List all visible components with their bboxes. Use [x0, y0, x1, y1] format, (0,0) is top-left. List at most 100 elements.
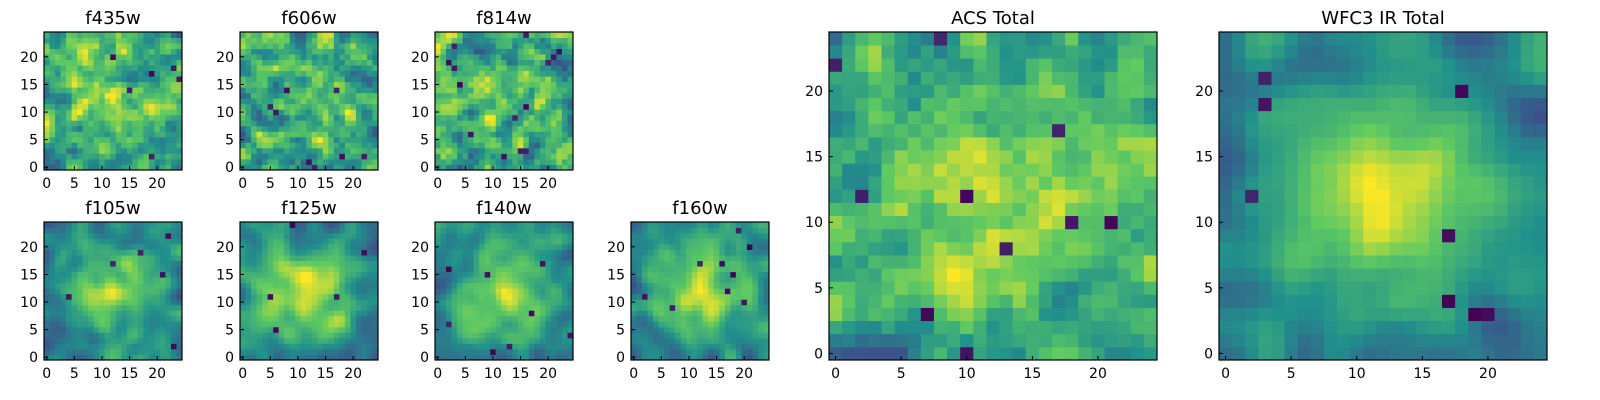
heatmap-cell	[473, 332, 480, 339]
heatmap-cell	[295, 131, 302, 138]
heatmap-cell	[289, 354, 296, 361]
heatmap-cell	[647, 271, 654, 278]
heatmap-cell	[317, 332, 324, 339]
heatmap-cell	[110, 244, 117, 250]
heatmap-cell	[567, 293, 574, 300]
heatmap-cell	[435, 238, 441, 245]
heatmap-cell	[658, 227, 665, 234]
heatmap-cell	[361, 142, 368, 149]
heatmap-cell	[484, 37, 491, 44]
heatmap-cell	[636, 255, 643, 262]
heatmap-cell	[148, 131, 155, 138]
heatmap-cell	[328, 32, 335, 38]
heatmap-cell	[556, 332, 563, 339]
heatmap-cell	[653, 343, 659, 350]
heatmap-cell	[55, 343, 61, 350]
heatmap-cell	[556, 131, 563, 138]
heatmap-cell	[170, 59, 177, 66]
heatmap-cell	[317, 321, 324, 328]
heatmap-cell	[1052, 346, 1066, 361]
heatmap-cell	[278, 65, 285, 72]
heatmap-cell	[159, 164, 166, 171]
heatmap-cell	[933, 346, 948, 361]
heatmap-cell	[284, 153, 291, 160]
heatmap-cell	[93, 233, 100, 239]
heatmap-cell	[278, 255, 285, 262]
heatmap-cell	[71, 332, 78, 339]
heatmap-cell	[451, 131, 458, 138]
heatmap-cell	[1117, 241, 1132, 256]
heatmap-cell	[473, 158, 480, 165]
heatmap-cell	[328, 147, 335, 154]
heatmap-cell	[262, 32, 268, 38]
heatmap-cell	[170, 125, 177, 132]
heatmap-cell	[752, 348, 759, 355]
heatmap-cell	[440, 43, 447, 49]
heatmap-cell	[763, 266, 770, 273]
heatmap-cell	[251, 59, 257, 66]
heatmap-cell	[350, 337, 357, 344]
heatmap-cell	[746, 348, 753, 355]
heatmap-cell	[66, 238, 72, 245]
heatmap-cell	[165, 315, 172, 322]
heatmap-cell	[306, 255, 313, 262]
heatmap-cell	[361, 70, 368, 77]
heatmap-cell	[176, 158, 183, 165]
heatmap-cell	[295, 332, 302, 339]
heatmap-cell	[126, 271, 133, 278]
heatmap-cell	[245, 37, 252, 44]
heatmap-cell	[495, 304, 502, 311]
heatmap-cell	[366, 255, 373, 262]
heatmap-cell	[506, 244, 513, 250]
heatmap-cell	[300, 222, 307, 228]
heatmap-cell	[366, 153, 373, 160]
heatmap-cell	[495, 32, 502, 38]
heatmap-cell	[1091, 215, 1105, 230]
heatmap-cell	[567, 109, 574, 116]
heatmap-cell	[137, 348, 144, 355]
heatmap-cell	[999, 215, 1014, 230]
heatmap-cell	[148, 271, 155, 278]
heatmap-cell	[344, 147, 351, 154]
heatmap-cell	[462, 244, 469, 250]
heatmap-cell	[457, 103, 463, 110]
heatmap-cell	[104, 321, 111, 328]
heatmap-cell	[295, 315, 302, 322]
heatmap-cell	[746, 238, 753, 245]
heatmap-cell	[1130, 215, 1145, 230]
heatmap-cell	[44, 249, 50, 256]
heatmap-cell	[93, 249, 100, 256]
heatmap-cell	[170, 348, 177, 355]
heatmap-cell	[933, 215, 948, 230]
heatmap-cell	[446, 244, 452, 250]
heatmap-cell	[372, 249, 379, 256]
heatmap-cell	[567, 227, 574, 234]
y-tick-label: 5	[420, 133, 429, 149]
heatmap-cell	[121, 266, 128, 273]
heatmap-cell	[446, 282, 452, 289]
heatmap-cell	[322, 222, 329, 228]
heatmap-cell	[479, 125, 486, 132]
heatmap-cell	[462, 233, 469, 239]
heatmap-cell	[328, 70, 335, 77]
heatmap-cell	[451, 332, 458, 339]
heatmap-cell	[697, 266, 704, 273]
heatmap-cell	[545, 233, 552, 239]
heatmap-cell	[311, 87, 318, 94]
heatmap-cell	[137, 54, 144, 60]
heatmap-cell	[719, 244, 726, 250]
heatmap-cell	[176, 37, 183, 44]
heatmap-cell	[121, 293, 128, 300]
heatmap-cell	[126, 54, 133, 60]
heatmap-cell	[333, 299, 340, 306]
heatmap-cell	[262, 81, 268, 88]
heatmap-cell	[960, 202, 974, 217]
heatmap-cell	[446, 299, 452, 306]
heatmap-cell	[333, 48, 340, 55]
heatmap-cell	[495, 249, 502, 256]
panel-title: f814w	[476, 8, 531, 29]
heatmap-cell	[479, 87, 486, 94]
heatmap-cell	[435, 310, 441, 317]
heatmap-cell	[322, 244, 329, 250]
heatmap-cell	[245, 271, 252, 278]
